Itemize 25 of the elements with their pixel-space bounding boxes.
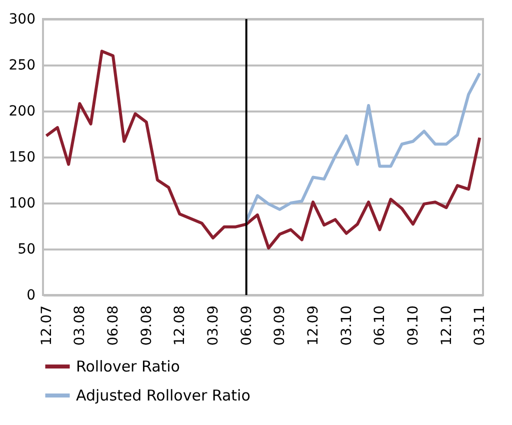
x-tick-label: 12.07 (38, 306, 55, 346)
x-tick-label: 12.09 (306, 306, 322, 346)
legend-label: Rollover Ratio (76, 358, 180, 376)
y-tick-label: 0 (26, 288, 36, 304)
x-tick-label: 09.08 (138, 306, 155, 346)
x-tick-label: 12.08 (172, 306, 188, 346)
legend-label: Adjusted Rollover Ratio (76, 386, 250, 404)
x-tick-label: 03.09 (206, 306, 222, 346)
x-tick-label: 12.10 (438, 306, 455, 346)
x-tick-label: 09.09 (272, 306, 288, 346)
y-tick-label: 250 (8, 58, 36, 74)
line-series (244, 72, 482, 223)
x-tick-label: 03.08 (72, 306, 88, 346)
y-tick-label: 100 (8, 196, 36, 212)
x-tick-label: 06.09 (238, 306, 255, 346)
y-tick-label: 300 (8, 12, 36, 28)
y-tick-label: 200 (8, 104, 36, 120)
x-tick-label: 03.11 (472, 306, 488, 346)
y-tick-label: 150 (8, 150, 36, 166)
x-tick-label: 06.08 (106, 306, 122, 346)
y-tick-label: 50 (18, 242, 36, 258)
line-series (44, 50, 482, 250)
x-tick-label: 06.10 (372, 306, 388, 346)
x-tick-label: 03.10 (338, 306, 355, 346)
x-tick-label: 09.10 (406, 306, 422, 346)
